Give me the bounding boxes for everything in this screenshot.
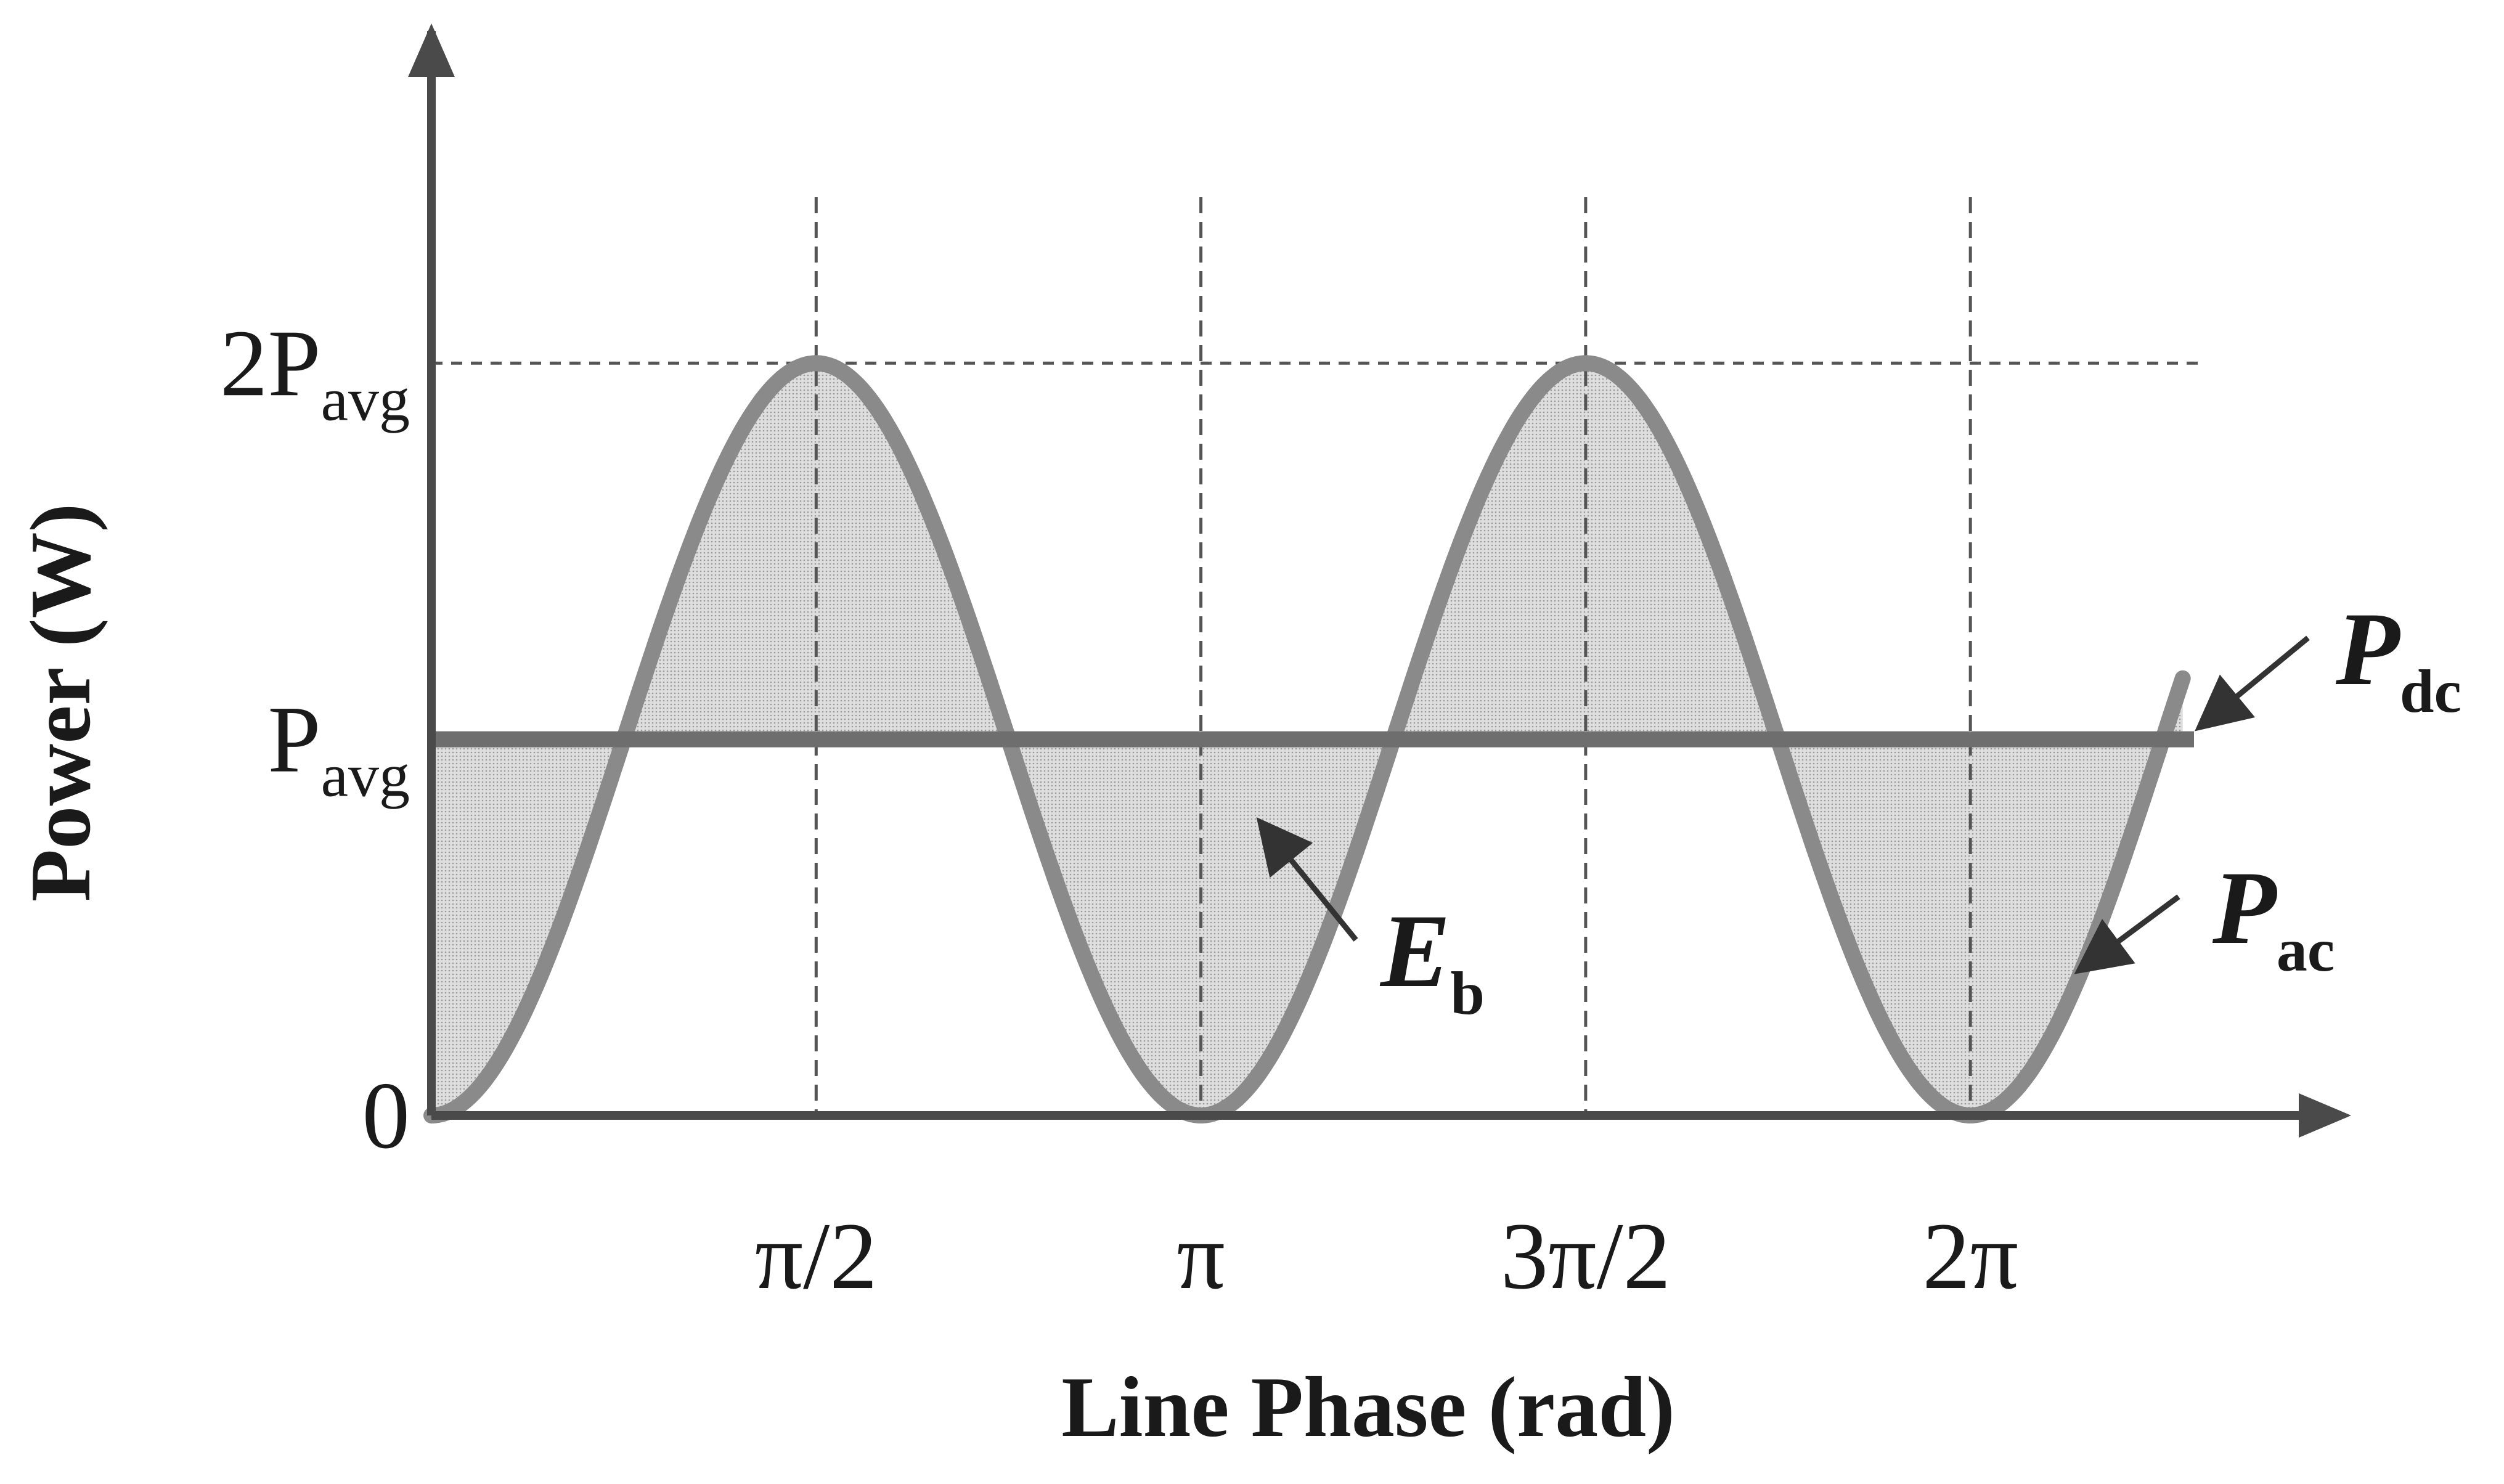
x-axis-label: Line Phase (rad) — [1061, 1360, 1675, 1455]
x-tick-label-1: π/2 — [755, 1203, 878, 1309]
shaded-area — [431, 363, 2183, 1115]
eb-leader-arrow — [1256, 817, 1358, 942]
pdc-label: Pdc — [2335, 591, 2461, 725]
annotations: Pdc Pac Eb — [1256, 591, 2461, 1027]
pac-curve — [423, 355, 2191, 1124]
series-layer — [423, 355, 2194, 1124]
pdc-leader-arrow — [2195, 635, 2310, 732]
tick-labels: π/2 π 3π/2 2π 0 Pavg 2Pavg — [220, 310, 2018, 1309]
x-tick-label-4: 2π — [1922, 1203, 2018, 1309]
pac-label: Pac — [2212, 850, 2335, 984]
axes — [408, 23, 2351, 1138]
eb-label: Eb — [1379, 893, 1485, 1027]
x-tick-label-3: 3π/2 — [1501, 1203, 1671, 1309]
x-axis-arrow-icon — [2299, 1093, 2351, 1138]
y-tick-label-2: Pavg — [267, 687, 410, 810]
y-axis-arrow-icon — [408, 23, 455, 77]
x-tick-label-2: π — [1177, 1203, 1225, 1309]
grid-lines — [431, 197, 2206, 1115]
y-tick-label-1: 0 — [362, 1062, 410, 1168]
energy-buffer-region — [431, 363, 2183, 1115]
y-tick-label-3: 2Pavg — [220, 310, 410, 433]
pac-leader-arrow — [2074, 894, 2180, 974]
y-axis-label: Power (W) — [13, 504, 108, 902]
